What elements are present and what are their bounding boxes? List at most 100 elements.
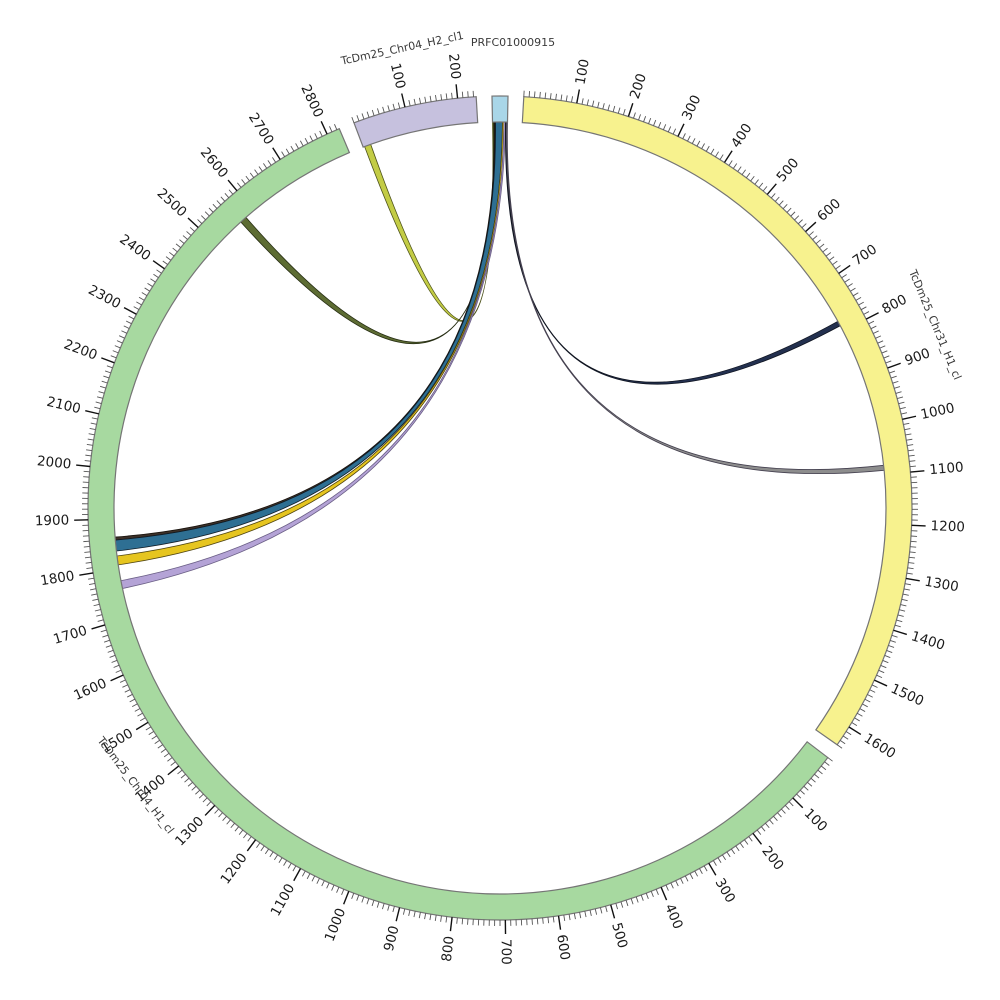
minor-tick [810, 777, 816, 783]
tick-label-TcDm25_Chr04_H2_cl1-200: 200 [445, 53, 464, 80]
minor-tick [238, 829, 244, 835]
tick-label-TcDm25_Chr04_H1_cl-1100: 1100 [268, 881, 299, 919]
major-tick [449, 917, 453, 932]
major-tick [135, 721, 149, 731]
minor-tick [139, 717, 146, 722]
minor-tick [803, 785, 809, 791]
tick-label-TcDm25_Chr04_H2_cl1-100: 100 [387, 62, 409, 91]
minor-tick [351, 893, 355, 899]
minor-tick [413, 911, 416, 918]
minor-tick [907, 449, 915, 452]
minor-tick [226, 819, 231, 825]
minor-tick [86, 443, 93, 446]
minor-tick [689, 873, 694, 880]
minor-tick [655, 889, 659, 895]
minor-tick [285, 148, 290, 155]
minor-tick [180, 773, 186, 779]
minor-tick [822, 247, 828, 253]
minor-tick [903, 588, 910, 591]
minor-tick [122, 684, 129, 688]
minor-tick [214, 808, 220, 814]
minor-tick [836, 744, 843, 749]
minor-tick [440, 915, 442, 922]
minor-tick [382, 106, 385, 113]
minor-tick [93, 603, 100, 607]
major-tick [752, 832, 763, 845]
minor-tick [563, 914, 566, 922]
minor-tick [863, 311, 870, 315]
minor-tick [876, 674, 883, 679]
major-tick [152, 260, 165, 270]
minor-tick [549, 93, 552, 100]
minor-tick [184, 777, 190, 783]
minor-tick [366, 111, 370, 118]
minor-tick [675, 880, 679, 887]
tick-label-TcDm25_Chr31_H1_cl-1000: 1000 [919, 400, 956, 423]
major-tick [101, 357, 115, 364]
minor-tick [850, 287, 856, 292]
minor-tick [86, 567, 93, 569]
tick-label-TcDm25_Chr31_H1_cl-1500: 1500 [888, 681, 926, 710]
minor-tick [638, 114, 641, 121]
minor-tick [361, 896, 365, 903]
minor-tick [903, 422, 910, 425]
minor-tick [737, 166, 742, 172]
minor-tick [136, 301, 142, 306]
minor-tick [560, 94, 563, 101]
major-tick [708, 862, 717, 876]
tick-label-TcDm25_Chr04_H1_cl-500: 500 [608, 921, 630, 950]
minor-tick [778, 200, 784, 206]
segment-PRFC01000915: PRFC01000915 [471, 36, 555, 123]
minor-tick [299, 140, 304, 147]
minor-tick [387, 105, 390, 112]
minor-tick [281, 151, 286, 157]
minor-tick [103, 639, 110, 643]
minor-tick [445, 916, 448, 923]
tick-label-TcDm25_Chr31_H1_cl-400: 400 [728, 121, 755, 151]
minor-tick [111, 659, 118, 663]
minor-tick [273, 854, 278, 861]
minor-tick [894, 624, 901, 628]
major-tick [204, 804, 216, 816]
minor-tick [890, 375, 897, 379]
minor-tick [584, 911, 587, 918]
minor-tick [119, 679, 126, 683]
minor-tick [605, 906, 608, 913]
segment-band-TcDm25_Chr04_H2_cl1 [353, 96, 479, 148]
minor-tick [539, 91, 541, 98]
minor-tick [696, 140, 701, 147]
minor-tick [413, 98, 416, 105]
minor-tick [568, 914, 571, 921]
minor-tick [899, 609, 906, 612]
major-tick [110, 674, 124, 682]
minor-tick [186, 231, 192, 236]
minor-tick [125, 320, 132, 325]
minor-tick [643, 116, 647, 122]
minor-tick [906, 438, 913, 441]
minor-tick [429, 95, 432, 102]
minor-tick [326, 882, 330, 889]
minor-tick [234, 826, 240, 832]
minor-tick [602, 103, 605, 110]
minor-tick [321, 880, 325, 887]
minor-tick [402, 908, 406, 915]
minor-tick [267, 160, 272, 166]
minor-tick [589, 909, 592, 916]
minor-tick [228, 189, 234, 195]
minor-tick [769, 819, 774, 825]
minor-tick [334, 124, 338, 130]
major-tick [395, 907, 401, 922]
minor-tick [424, 96, 427, 103]
minor-tick [187, 781, 193, 787]
minor-tick [886, 650, 893, 653]
tick-label-TcDm25_Chr04_H1_cl-2100: 2100 [45, 394, 82, 417]
minor-tick [112, 350, 119, 354]
minor-tick [85, 561, 92, 564]
minor-tick [131, 703, 138, 708]
minor-tick [760, 826, 766, 832]
tick-label-TcDm25_Chr31_H1_cl-1600: 1600 [861, 730, 899, 762]
minor-tick [90, 588, 97, 591]
minor-tick [640, 894, 644, 901]
minor-tick [889, 370, 896, 374]
